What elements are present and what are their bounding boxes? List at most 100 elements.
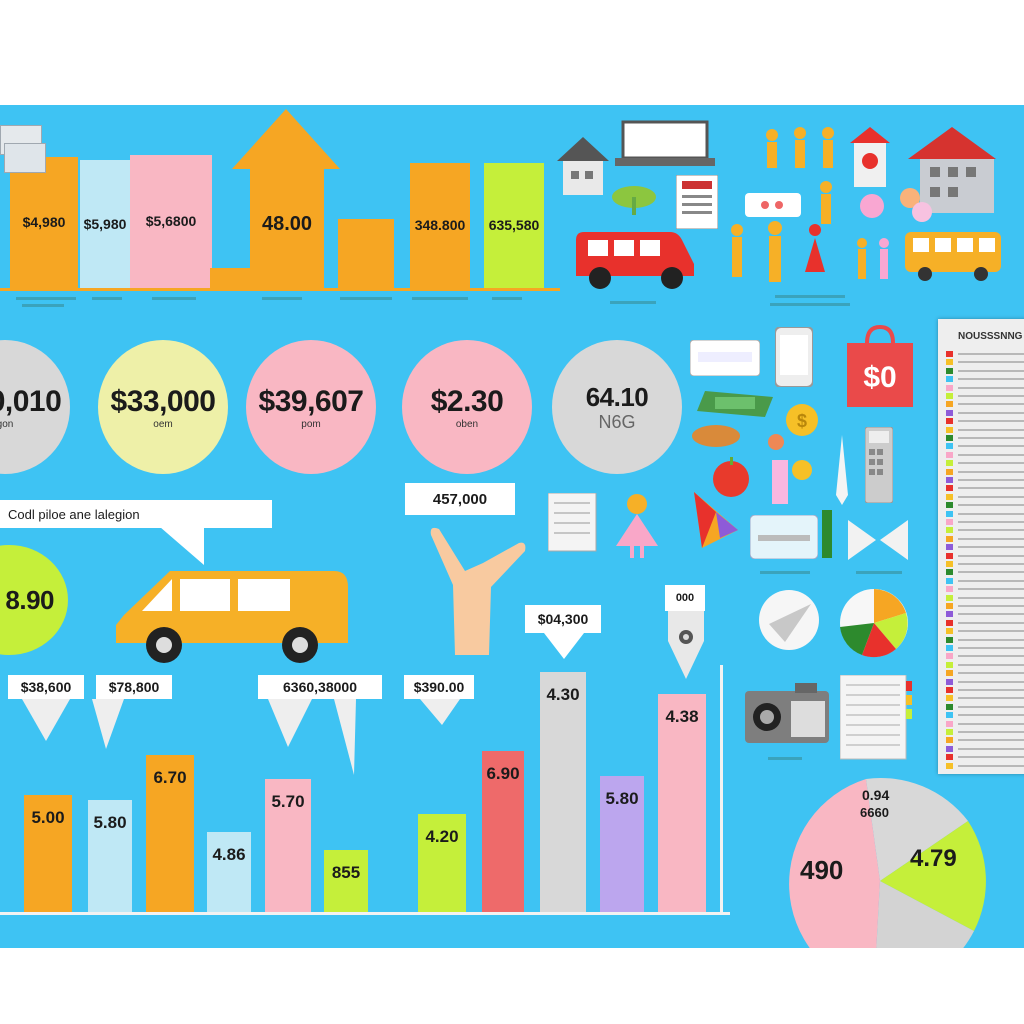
apple-icon — [713, 457, 749, 497]
bottom-bar: 5.80 — [600, 776, 644, 912]
top-note-text: Codl piloe ane lalegion — [8, 506, 140, 522]
ledger-row — [946, 544, 1024, 551]
bottom-bar: 5.80 — [88, 800, 132, 912]
top-bar: 348.800 — [410, 162, 470, 288]
bottom-bar-label: 4.38 — [665, 707, 699, 726]
top-bar-label: 635,580 — [488, 216, 540, 233]
ledger-row — [946, 468, 1024, 475]
car-icon — [576, 232, 694, 289]
ledger-row — [946, 636, 1024, 643]
bottom-bar-label: 4.86 — [212, 845, 246, 864]
stat-circle-sublabel: gon — [0, 418, 14, 430]
laptop-icon — [615, 120, 715, 166]
book-icon — [840, 675, 912, 760]
stat-circle: 64.10 N6G — [552, 340, 682, 474]
bottom-bar-label: 6.90 — [486, 763, 520, 783]
ledger-row — [946, 376, 1024, 383]
price-callout-1: $38,600 — [8, 675, 84, 699]
stat-circle-value: 0,010 — [0, 384, 62, 418]
bottom-bar-label: 5.80 — [93, 813, 127, 832]
ledger-row — [946, 619, 1024, 626]
top-bar-chart: $4,980 $5,980 $5,6800 48.00 348.800 635,580 — [0, 105, 560, 335]
ledger-row — [946, 712, 1024, 719]
ledger-row — [946, 703, 1024, 710]
bottom-bar: 5.70 — [265, 778, 311, 912]
ledger-row — [946, 477, 1024, 483]
arrow-up-icon — [232, 109, 340, 177]
pie-value-top: 0.94 — [862, 787, 890, 803]
bottom-bar: 5.00 — [24, 795, 72, 912]
hand-value-callout: 457,000 — [405, 483, 515, 515]
tree-icon — [612, 186, 656, 215]
infographic-canvas: $4,980 $5,980 $5,6800 48.00 348.800 635,580 0… — [0, 105, 1024, 948]
bottom-bar: 4.20 — [418, 813, 466, 912]
left-circle: 8.90 — [0, 545, 68, 655]
ledger-row — [946, 351, 1024, 357]
ledger-row — [946, 367, 1024, 374]
top-bar: $5,980 — [80, 160, 130, 288]
coin-icon: $ — [786, 404, 818, 436]
ledger-row — [946, 594, 1024, 601]
top-bar-label: 348.800 — [414, 216, 466, 233]
bottom-bar-label: 5.00 — [31, 808, 65, 827]
drink-icon — [768, 434, 812, 504]
ledger-panel: NOUSSSNNG — [938, 319, 1024, 774]
bottom-bar-label: 4.30 — [546, 685, 580, 704]
bottom-bar: 4.86 — [207, 832, 251, 912]
top-bar: 48.00 — [250, 160, 324, 288]
top-chart-baseline — [0, 288, 560, 291]
van-icon — [116, 571, 348, 663]
bottom-pie-chart — [789, 778, 986, 948]
ledger-row — [946, 426, 1024, 433]
ledger-row — [946, 762, 1024, 769]
callout-tail — [160, 527, 204, 565]
phone-icon — [775, 327, 813, 387]
ledger-row — [946, 359, 1024, 366]
ledger-row — [946, 527, 1024, 534]
bottom-bar-label: 6.70 — [153, 768, 187, 788]
ledger-row — [946, 435, 1024, 441]
keyboard-icon — [690, 340, 760, 376]
ledger-row — [946, 695, 1024, 702]
people-icon — [766, 127, 834, 224]
family-icon — [731, 221, 825, 282]
ledger-row — [946, 603, 1024, 609]
left-circle-value: 8.90 — [5, 584, 54, 615]
pie-sublabel-top: 6660 — [860, 805, 889, 820]
stat-circle-value: 64.10 — [585, 381, 649, 412]
ledger-row — [946, 460, 1024, 467]
document-icon — [676, 175, 718, 229]
kite-icon — [694, 492, 738, 548]
house-icon — [557, 137, 609, 195]
ledger-row — [946, 519, 1024, 525]
bread-icon — [692, 425, 740, 447]
ledger-row — [946, 737, 1024, 744]
ledger-row — [946, 418, 1024, 425]
top-bar-label: $4,980 — [22, 214, 66, 231]
flowers-icon — [860, 188, 932, 222]
top-bar-extra — [338, 219, 394, 288]
stat-circle-value: $33,000 — [110, 384, 216, 418]
ledger-row — [946, 687, 1024, 693]
ledger-row — [946, 645, 1024, 651]
bottom-bar: 4.30 — [540, 672, 586, 912]
ledger-row — [946, 443, 1024, 450]
stat-circle-sublabel: pom — [301, 418, 321, 430]
ledger-title: NOUSSSNNG — [958, 331, 1023, 342]
price-callout-4: $390.00 — [404, 675, 474, 699]
bottom-bar-label: 855 — [331, 863, 361, 882]
stat-circle-value: $39,607 — [258, 384, 364, 418]
document-icon-2 — [548, 493, 597, 552]
top-note-callout: Codl piloe ane lalegion — [0, 500, 272, 528]
ledger-row — [946, 586, 1024, 593]
bus-icon — [905, 232, 1001, 281]
price-callout-3: 6360,38000 — [258, 675, 382, 699]
ledger-row — [946, 729, 1024, 735]
top-bar: $4,980 — [10, 157, 78, 288]
building-icon — [850, 127, 996, 213]
green-strip — [822, 510, 832, 558]
callout-tail-5 — [544, 633, 584, 659]
bottom-bar-label: 5.80 — [605, 789, 639, 809]
ledger-row — [946, 401, 1024, 408]
ledger-row — [946, 577, 1024, 584]
